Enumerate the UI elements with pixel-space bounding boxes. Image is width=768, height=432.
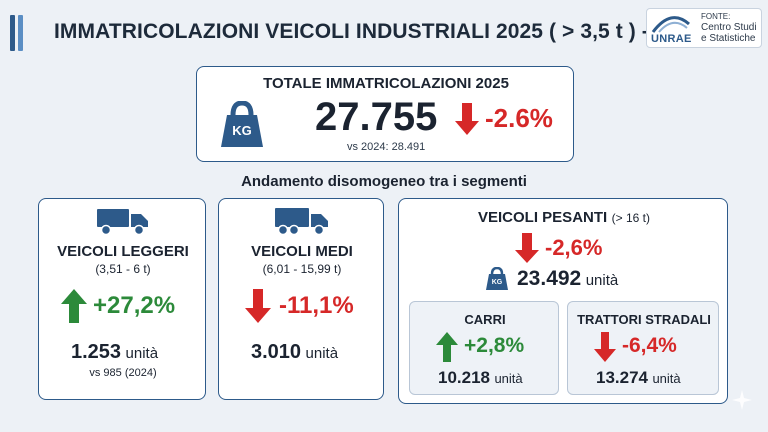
trattori-title: TRATTORI STRADALI <box>577 312 711 327</box>
source-line-1: Centro Studi <box>701 22 757 33</box>
kettlebell-icon: KG <box>219 100 265 149</box>
total-change: -2.6% <box>485 103 553 133</box>
kettlebell-icon: KG <box>485 266 509 291</box>
light-range: (3,51 - 6 t) <box>95 262 151 276</box>
arrow-up-icon <box>61 289 87 328</box>
trattori-unit: unità <box>652 371 681 386</box>
truck-icon <box>97 207 149 240</box>
light-value-row: 1.253 unità <box>71 341 158 364</box>
heavy-vehicles-card: VEICOLI PESANTI (> 16 t) -2,6% KG 23.492… <box>398 198 728 404</box>
medium-value: 3.010 <box>251 341 302 363</box>
carri-change: +2,8% <box>464 334 525 357</box>
total-comparison: vs 2024: 28.491 <box>347 141 426 153</box>
trattori-value: 13.274 <box>596 368 648 387</box>
trattori-card: TRATTORI STRADALI -6,4% 13.274 unità <box>567 301 719 395</box>
carri-title: CARRI <box>464 312 506 327</box>
medium-range: (6,01 - 15,99 t) <box>262 262 342 276</box>
heavy-range: (> 16 t) <box>611 211 650 225</box>
light-change: +27,2% <box>93 292 176 319</box>
logo-text: UNRAE <box>651 33 692 45</box>
heavy-title-row: VEICOLI PESANTI (> 16 t) <box>399 209 729 227</box>
total-label: TOTALE IMMATRICOLAZIONI 2025 <box>263 75 509 92</box>
total-card: TOTALE IMMATRICOLAZIONI 2025 KG 27.755 -… <box>196 66 574 162</box>
light-unit: unità <box>125 345 159 362</box>
medium-title: VEICOLI MEDI <box>251 243 353 260</box>
arrow-down-icon <box>455 103 479 140</box>
carri-unit: unità <box>494 371 523 386</box>
arrow-up-icon <box>436 332 458 367</box>
kettlebell-label: KG <box>232 123 252 138</box>
medium-change: -11,1% <box>279 292 354 319</box>
heavy-value: 23.492 <box>517 267 582 290</box>
medium-unit: unità <box>305 345 339 362</box>
source-line-2: e Statistiche <box>701 33 756 44</box>
arrow-down-icon <box>515 233 539 268</box>
heavy-change: -2,6% <box>545 235 603 260</box>
heavy-value-row: 23.492 unità <box>517 267 618 291</box>
truck-icon <box>275 207 329 240</box>
light-title: VEICOLI LEGGERI <box>57 243 189 260</box>
source-logo: UNRAE FONTE: Centro Studi e Statistiche <box>646 8 762 48</box>
heavy-unit: unità <box>585 272 619 289</box>
section-subtitle: Andamento disomogeneo tra i segmenti <box>241 173 527 190</box>
carri-value-row: 10.218 unità <box>438 368 523 388</box>
heavy-title: VEICOLI PESANTI <box>478 209 608 226</box>
trattori-value-row: 13.274 unità <box>596 368 681 388</box>
kettlebell-label: KG <box>491 279 503 286</box>
trattori-change: -6,4% <box>622 334 677 357</box>
unrae-logo-icon <box>651 16 690 33</box>
sparkle-icon <box>732 390 752 415</box>
light-comparison: vs 985 (2024) <box>89 367 157 379</box>
carri-card: CARRI +2,8% 10.218 unità <box>409 301 559 395</box>
arrow-down-icon <box>594 332 616 367</box>
medium-vehicles-card: VEICOLI MEDI (6,01 - 15,99 t) -11,1% 3.0… <box>218 198 384 400</box>
light-value: 1.253 <box>71 341 122 363</box>
arrow-down-icon <box>245 289 271 328</box>
source-label: FONTE: <box>701 12 731 21</box>
light-vehicles-card: VEICOLI LEGGERI (3,51 - 6 t) +27,2% 1.25… <box>38 198 206 400</box>
medium-value-row: 3.010 unità <box>251 341 338 364</box>
page-title: IMMATRICOLAZIONI VEICOLI INDUSTRIALI 202… <box>54 20 722 43</box>
total-value: 27.755 <box>315 95 438 139</box>
carri-value: 10.218 <box>438 368 490 387</box>
header-accent-icon <box>10 15 26 51</box>
